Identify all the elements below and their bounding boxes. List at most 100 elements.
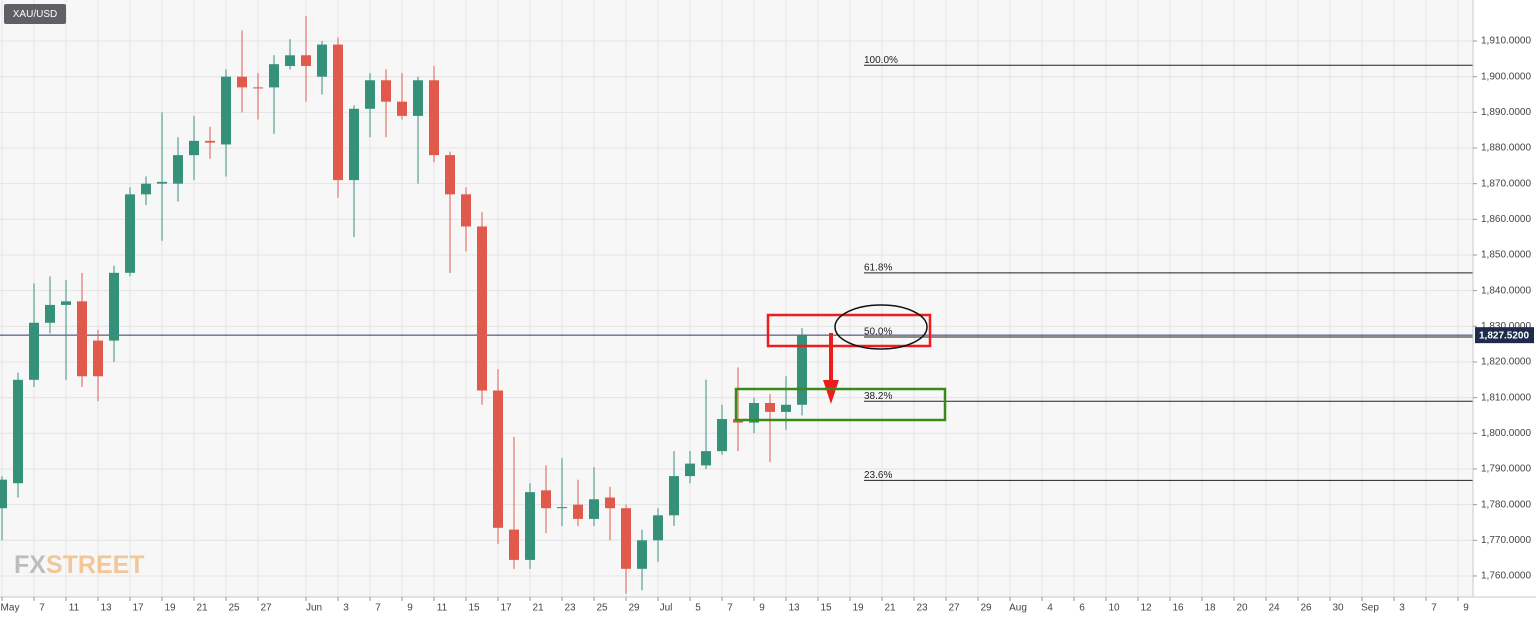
candle-body <box>125 194 135 273</box>
x-tick-label: 7 <box>1431 603 1437 614</box>
x-tick-label: 20 <box>1236 603 1248 614</box>
x-tick-label: 29 <box>628 603 640 614</box>
y-tick-label: 1,840.0000 <box>1481 285 1531 296</box>
candle-body <box>797 335 807 405</box>
candle-body <box>173 155 183 184</box>
last-price-badge <box>1475 327 1534 344</box>
candle-body <box>365 80 375 109</box>
x-tick-label: 19 <box>852 603 864 614</box>
y-tick-label: 1,880.0000 <box>1481 143 1531 154</box>
x-tick-label: 7 <box>375 603 381 614</box>
x-tick-label: 17 <box>500 603 512 614</box>
candle-body <box>573 504 583 519</box>
candle-body <box>701 451 711 466</box>
y-tick-label: 1,890.0000 <box>1481 107 1531 118</box>
candle-body <box>285 55 295 66</box>
y-tick-label: 1,800.0000 <box>1481 428 1531 439</box>
annotations <box>734 304 947 422</box>
x-tick-label: 5 <box>695 603 701 614</box>
x-tick-label: 13 <box>788 603 800 614</box>
x-tick-label: 11 <box>69 603 80 614</box>
y-tick-label: 1,900.0000 <box>1481 71 1531 82</box>
support-box <box>734 387 947 422</box>
x-tick-label: 9 <box>759 603 765 614</box>
candle-body <box>653 515 663 541</box>
candles <box>0 16 807 594</box>
candle-body <box>397 101 407 116</box>
candle-body <box>509 529 519 560</box>
candle-body <box>317 44 327 77</box>
candle-body <box>269 64 279 88</box>
x-tick-label: 11 <box>437 603 448 614</box>
watermark-part: FX <box>14 551 46 579</box>
last-price-label: 1,827.5200 <box>1479 330 1529 341</box>
x-tick-label: 10 <box>1108 603 1120 614</box>
candle-body <box>45 304 55 323</box>
x-tick-label: 24 <box>1268 603 1280 614</box>
candle-body <box>669 476 679 516</box>
candle-body <box>109 272 119 341</box>
x-tick-label: 3 <box>1399 603 1405 614</box>
x-tick-label: 17 <box>132 603 144 614</box>
y-tick-label: 1,860.0000 <box>1481 214 1531 225</box>
candle-body <box>61 301 71 305</box>
x-tick-label: Sep <box>1361 603 1379 614</box>
candle-body <box>525 492 535 560</box>
y-tick-label: 1,910.0000 <box>1481 36 1531 47</box>
plot-background <box>0 0 1473 597</box>
x-tick-label: Jul <box>660 603 673 614</box>
candle-body <box>253 87 263 89</box>
candle-body <box>493 390 503 528</box>
x-tick-label: 27 <box>260 603 272 614</box>
x-tick-label: 21 <box>884 603 896 614</box>
y-tick-label: 1,810.0000 <box>1481 392 1531 403</box>
candle-body <box>0 479 7 509</box>
candle-body <box>685 463 695 477</box>
x-tick-label: 15 <box>820 603 832 614</box>
candle-body <box>13 379 23 484</box>
y-tick-label: 1,770.0000 <box>1481 535 1531 546</box>
candle-body <box>477 226 487 391</box>
y-tick-label: 1,760.0000 <box>1481 571 1531 582</box>
candle-body <box>29 322 39 380</box>
candle-body <box>589 499 599 519</box>
fib-label: 61.8% <box>864 262 892 273</box>
watermark-part: STREET <box>46 551 145 579</box>
x-tick-label: 12 <box>1140 603 1152 614</box>
candle-body <box>621 508 631 569</box>
fib-label: 100.0% <box>864 55 898 66</box>
candle-body <box>557 507 567 509</box>
x-tick-label: 13 <box>100 603 112 614</box>
x-tick-label: 9 <box>407 603 413 614</box>
y-tick-label: 1,870.0000 <box>1481 178 1531 189</box>
fibonacci-levels: 100.0% 61.8% 50.0% 38.2% 23.6% <box>0 55 1473 481</box>
candle-body <box>333 44 343 181</box>
x-tick-label: 19 <box>164 603 176 614</box>
candle-body <box>717 419 727 452</box>
x-tick-label: 27 <box>948 603 960 614</box>
y-tick-label: 1,820.0000 <box>1481 357 1531 368</box>
candle-body <box>301 55 311 66</box>
chart-title: XAU/USD <box>13 9 57 20</box>
x-tick-label: 9 <box>1463 603 1469 614</box>
y-tick-label: 1,850.0000 <box>1481 250 1531 261</box>
candle-body <box>93 340 103 377</box>
candle-body <box>205 140 215 143</box>
x-tick-label: 25 <box>596 603 608 614</box>
candle-body <box>381 80 391 102</box>
x-tick-label: 26 <box>1300 603 1312 614</box>
candle-body <box>237 76 247 88</box>
x-tick-label: 30 <box>1332 603 1344 614</box>
candle-body <box>605 497 615 509</box>
candle-body <box>221 76 231 145</box>
x-tick-label: 7 <box>727 603 733 614</box>
watermark: FXSTREET <box>14 551 145 579</box>
x-tick-label: 23 <box>916 603 928 614</box>
axes: 1,760.0000 1,770.0000 1,780.0000 1,790.0000… <box>1 36 1534 614</box>
y-tick-label: 1,790.0000 <box>1481 464 1531 475</box>
candle-body <box>413 80 423 116</box>
fib-label: 23.6% <box>864 470 892 481</box>
candle-body <box>157 181 167 184</box>
candle-body <box>637 540 647 569</box>
